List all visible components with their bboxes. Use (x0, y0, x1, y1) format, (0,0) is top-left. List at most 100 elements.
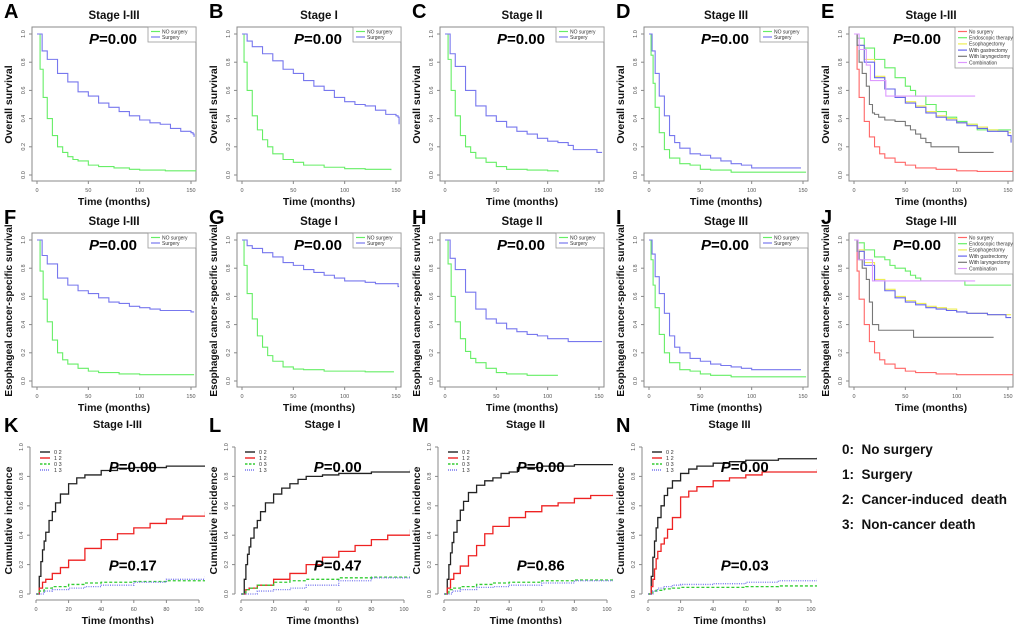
y-tick-label: 0.4 (633, 115, 639, 123)
x-tick-label: 150 (186, 394, 195, 400)
panel-letter: B (209, 1, 224, 23)
y-tick-label: 0.2 (224, 561, 230, 569)
y-tick-label: 0.2 (633, 349, 639, 357)
plot-frame (848, 232, 1014, 388)
panel-letter: C (412, 1, 427, 23)
x-tick-label: 150 (1003, 188, 1012, 194)
series-line-1-2 (36, 511, 205, 595)
y-tick-label: 1.0 (838, 236, 844, 244)
series-line-0-2 (241, 469, 410, 595)
legend-box (759, 232, 809, 249)
x-axis-label: Time (months) (690, 402, 762, 414)
y-tick-label: 0.4 (427, 531, 433, 539)
y-tick-label: 0.4 (21, 321, 27, 329)
x-tick-label: 0 (34, 607, 37, 613)
plot-frame (236, 26, 402, 182)
x-tick-label: 0 (35, 394, 38, 400)
y-tick-label: 0.8 (838, 264, 844, 272)
x-tick-label: 20 (474, 607, 480, 613)
series-line-no-surgery (854, 33, 1014, 173)
legend-label: 0 2 (462, 450, 470, 456)
series-line-surgery (649, 239, 801, 371)
x-tick-label: 50 (902, 188, 908, 194)
legend-box (147, 232, 197, 249)
chart-d: Stage III 0 50 100 150 0.0 0.2 0.4 0.6 0.8 1.0 Time… (615, 10, 809, 208)
panel-letter: J (821, 207, 833, 229)
x-tick-label: 150 (798, 394, 807, 400)
x-tick-label: 40 (710, 607, 716, 613)
legend-label: Esophagectomy (969, 42, 1005, 48)
series-line-1-2 (444, 492, 613, 595)
series-line-1-2 (648, 469, 817, 595)
x-tick-label: 50 (902, 394, 908, 400)
series-line-0-3 (444, 579, 613, 595)
plot-frame (236, 232, 402, 388)
x-tick-label: 0 (35, 188, 38, 194)
y-tick-label: 1.0 (838, 30, 844, 38)
y-tick-label: 0.6 (224, 502, 230, 510)
x-tick-label: 60 (336, 607, 342, 613)
legend-label: NO surgery (570, 29, 596, 35)
series-line-no-surgery (242, 239, 394, 373)
p-value: P=0.00 (294, 31, 342, 48)
y-tick-label: 0.2 (226, 349, 232, 357)
panel-letter: A (4, 1, 19, 23)
p-value: P=0.00 (497, 237, 545, 254)
legend-label: Endoscopic therapy (969, 242, 1013, 248)
series-line-surgery (37, 33, 195, 137)
x-tick-label: 100 (399, 607, 408, 613)
x-tick-label: 0 (852, 394, 855, 400)
y-tick-label: 0.6 (631, 502, 637, 510)
series-line-0-3 (648, 585, 817, 595)
series-line-with-laryngectomy (854, 239, 994, 338)
x-tick-label: 100 (135, 394, 144, 400)
panel-h: H Stage II 0 50 100 150 0.0 0.2 0.4 0.6 0.8 1.0 Time… (408, 206, 613, 416)
key-item-1: 1: Surgery (842, 467, 913, 482)
x-tick-label: 100 (135, 188, 144, 194)
y-tick-label: 1.0 (224, 443, 230, 451)
legend-label: 1 3 (54, 468, 62, 474)
series-line-1-2 (241, 529, 410, 595)
chart-m: Stage II 0 20 40 60 80 100 0.0 0.2 0.4 0.6 0.8 1.0 Ti… (411, 419, 613, 624)
y-tick-label: 0.8 (224, 473, 230, 481)
y-tick-label: 0.6 (21, 293, 27, 301)
x-tick-label: 20 (66, 607, 72, 613)
y-tick-label: 0.4 (838, 115, 844, 123)
y-tick-label: 0.6 (429, 293, 435, 301)
x-tick-label: 60 (131, 607, 137, 613)
p-value: P=0.00 (893, 31, 941, 48)
x-tick-label: 100 (194, 607, 203, 613)
p-value: P=0.00 (294, 237, 342, 254)
x-axis-label: Time (months) (486, 196, 558, 208)
legend-label: 1 2 (259, 456, 267, 462)
legend-label: With laryngectomy (969, 54, 1011, 60)
legend-label: No surgery (969, 235, 994, 241)
y-axis-label: Overall survival (208, 65, 220, 143)
y-tick-label: 0.6 (21, 87, 27, 95)
x-tick-label: 50 (493, 394, 499, 400)
x-tick-label: 150 (186, 188, 195, 194)
legend-label: 0 3 (54, 462, 62, 468)
x-tick-label: 60 (743, 607, 749, 613)
series-line-with-gastrectomy (854, 239, 1012, 319)
chart-title: Stage I-III (905, 216, 956, 228)
y-tick-label: 0.2 (429, 143, 435, 151)
y-tick-label: 0.0 (429, 171, 435, 179)
p-value-non-cancer-death: P=0.03 (721, 557, 769, 574)
x-tick-label: 150 (1003, 394, 1012, 400)
plot-frame (643, 26, 809, 182)
y-tick-label: 1.0 (631, 443, 637, 451)
legend-label: NO surgery (162, 235, 188, 241)
x-tick-label: 100 (543, 394, 552, 400)
y-tick-label: 0.0 (838, 377, 844, 385)
y-axis-label: Overall survival (820, 65, 832, 143)
series-line-no-surgery (649, 239, 807, 378)
panel-letter: L (209, 415, 222, 437)
panel-j: J Stage I-III 0 50 100 150 0.0 0.2 0.4 0.6 0.8 1.0 T… (817, 206, 1020, 416)
y-tick-label: 0.2 (21, 349, 27, 357)
series-line-no-surgery (854, 239, 1014, 376)
y-axis-label: Esophageal cancer-specific survival (412, 224, 423, 397)
chart-k: Stage I-III 0 20 40 60 80 100 0.0 0.2 0.4 0.6 0.8 1.… (3, 419, 205, 624)
chart-title: Stage I-III (88, 216, 139, 228)
plot-frame (643, 232, 809, 388)
